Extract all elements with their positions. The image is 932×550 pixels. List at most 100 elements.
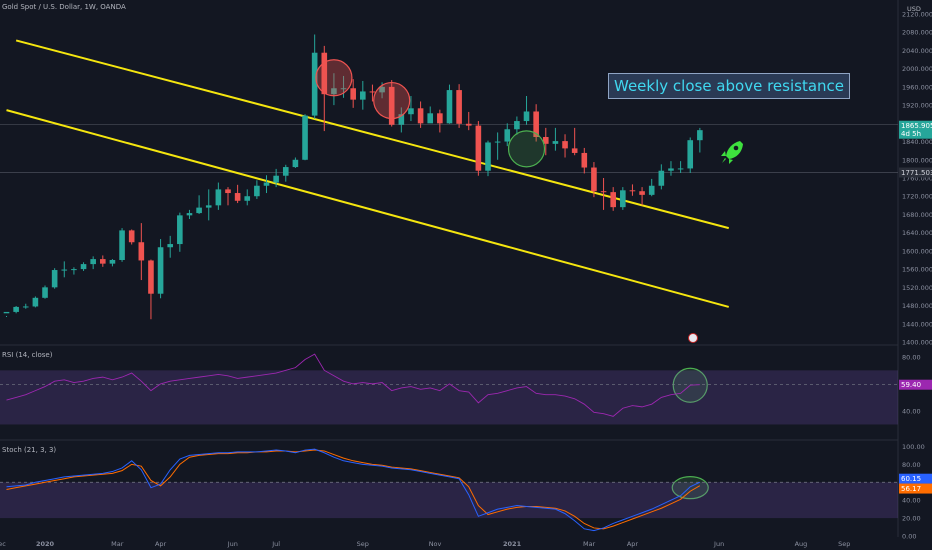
price-axis[interactable]: 1400.000 1440.000 1480.000 1520.000 1560.000… [899, 11, 932, 541]
candle-body [360, 91, 366, 100]
candle-body [485, 142, 491, 171]
candle-body [13, 306, 19, 312]
event-marker-icon[interactable] [688, 333, 698, 343]
price-tick-label: 2080.000 [902, 29, 932, 37]
candle-body [302, 115, 308, 160]
candle-body [427, 113, 434, 124]
time-tick-label: Nov [429, 540, 442, 548]
candle-body [523, 111, 530, 122]
candle-body [138, 242, 145, 261]
candle-body [273, 175, 279, 183]
candle-body [494, 141, 501, 143]
price-tick-label: 1760.000 [902, 175, 932, 183]
time-tick-label: Sep [357, 540, 369, 548]
candle-body [437, 113, 443, 124]
candle-body [292, 159, 299, 168]
time-tick-label: Dec [0, 540, 6, 548]
stoch-title: Stoch (21, 3, 3) [2, 446, 56, 454]
level-label: 1771.503 [901, 169, 932, 177]
candle-body [215, 189, 222, 206]
candle-body [379, 86, 385, 93]
candle-body [533, 111, 539, 137]
candle-body [600, 191, 607, 193]
time-tick-label: Jul [271, 540, 280, 548]
candle-body [475, 125, 482, 171]
channel-lines [6, 39, 730, 308]
candle-body [571, 148, 578, 153]
candle-body [591, 167, 597, 192]
candle-body [677, 168, 684, 170]
candle-body [109, 260, 116, 264]
candle-body [32, 297, 39, 307]
stoch-tick-label: 20.00 [902, 515, 921, 523]
time-tick-label: Apr [155, 540, 167, 548]
candle-body [610, 192, 616, 208]
candle-body [504, 129, 511, 142]
time-tick-label: Sep [838, 540, 850, 548]
candle-body [119, 230, 125, 260]
candle-body [71, 269, 77, 271]
price-tick-label: 1520.000 [902, 284, 932, 292]
candle-body [22, 306, 29, 308]
candle-body [648, 185, 655, 195]
price-tick-label: 1480.000 [902, 302, 932, 310]
candle-body [148, 260, 154, 294]
indicators: RSI (14, close) Stoch (21, 3, 3) [0, 351, 898, 532]
rsi-title: RSI (14, close) [2, 351, 53, 359]
rsi-tick-label: 80.00 [902, 353, 921, 361]
highlight-circles [315, 59, 709, 500]
candle-body [629, 190, 636, 192]
grid [0, 0, 899, 537]
price-tick-label: 2120.000 [902, 11, 932, 19]
price-tick-label: 1640.000 [902, 229, 932, 237]
candle-body [542, 137, 549, 144]
time-tick-label: Jun [713, 540, 724, 548]
stoch-d-tag [899, 483, 932, 494]
candle-body [186, 213, 193, 216]
candle-body [321, 52, 328, 95]
time-tick-label: Mar [583, 540, 596, 548]
candle-body [697, 130, 703, 141]
time-tick-label: Aug [795, 540, 808, 548]
currency-label: USD [907, 5, 921, 13]
rsi-line [6, 353, 700, 417]
rsi-tick-label: 40.00 [902, 407, 921, 415]
price-tick-label: 1600.000 [902, 247, 932, 255]
candle-body [225, 189, 231, 194]
candle-body [456, 90, 462, 124]
price-tick-label: 1400.000 [902, 339, 932, 347]
candle-body [128, 230, 135, 243]
candle-body [514, 121, 520, 130]
candle-body [465, 123, 472, 126]
countdown-label: 4d 5h [901, 130, 921, 138]
highlight-circle [315, 59, 353, 97]
price-tick-label: 1680.000 [902, 211, 932, 219]
channel-line-lower [6, 109, 730, 308]
candle-body [167, 244, 174, 248]
candle-body [668, 168, 674, 171]
rsi-band [0, 370, 898, 425]
rsi-value-tag [899, 379, 932, 390]
candle-body [196, 207, 202, 214]
stoch-tick-label: 100.00 [902, 443, 925, 451]
candle-body [408, 108, 414, 115]
candle-body [658, 170, 665, 186]
price-candles [3, 34, 703, 320]
time-tick-label: 2021 [503, 540, 522, 548]
candle-body [311, 52, 318, 116]
candle-body [234, 193, 241, 201]
price-tick-label: 1840.000 [902, 138, 932, 146]
price-tick-label: 1800.000 [902, 156, 932, 164]
stoch-k-line [6, 448, 701, 532]
candle-body [263, 182, 270, 186]
candle-body [562, 141, 568, 149]
stoch-tick-label: 80.00 [902, 461, 921, 469]
candle-body [157, 247, 164, 294]
candle-body [254, 185, 260, 197]
price-tick-label: 1440.000 [902, 320, 932, 328]
candle-body [51, 270, 58, 288]
level-tag [899, 167, 932, 178]
time-axis[interactable]: Dec 2020 Mar Apr Jun Jul Sep Nov 2021 Mar Apr Jun Au… [0, 540, 850, 548]
candle-body [581, 152, 588, 168]
